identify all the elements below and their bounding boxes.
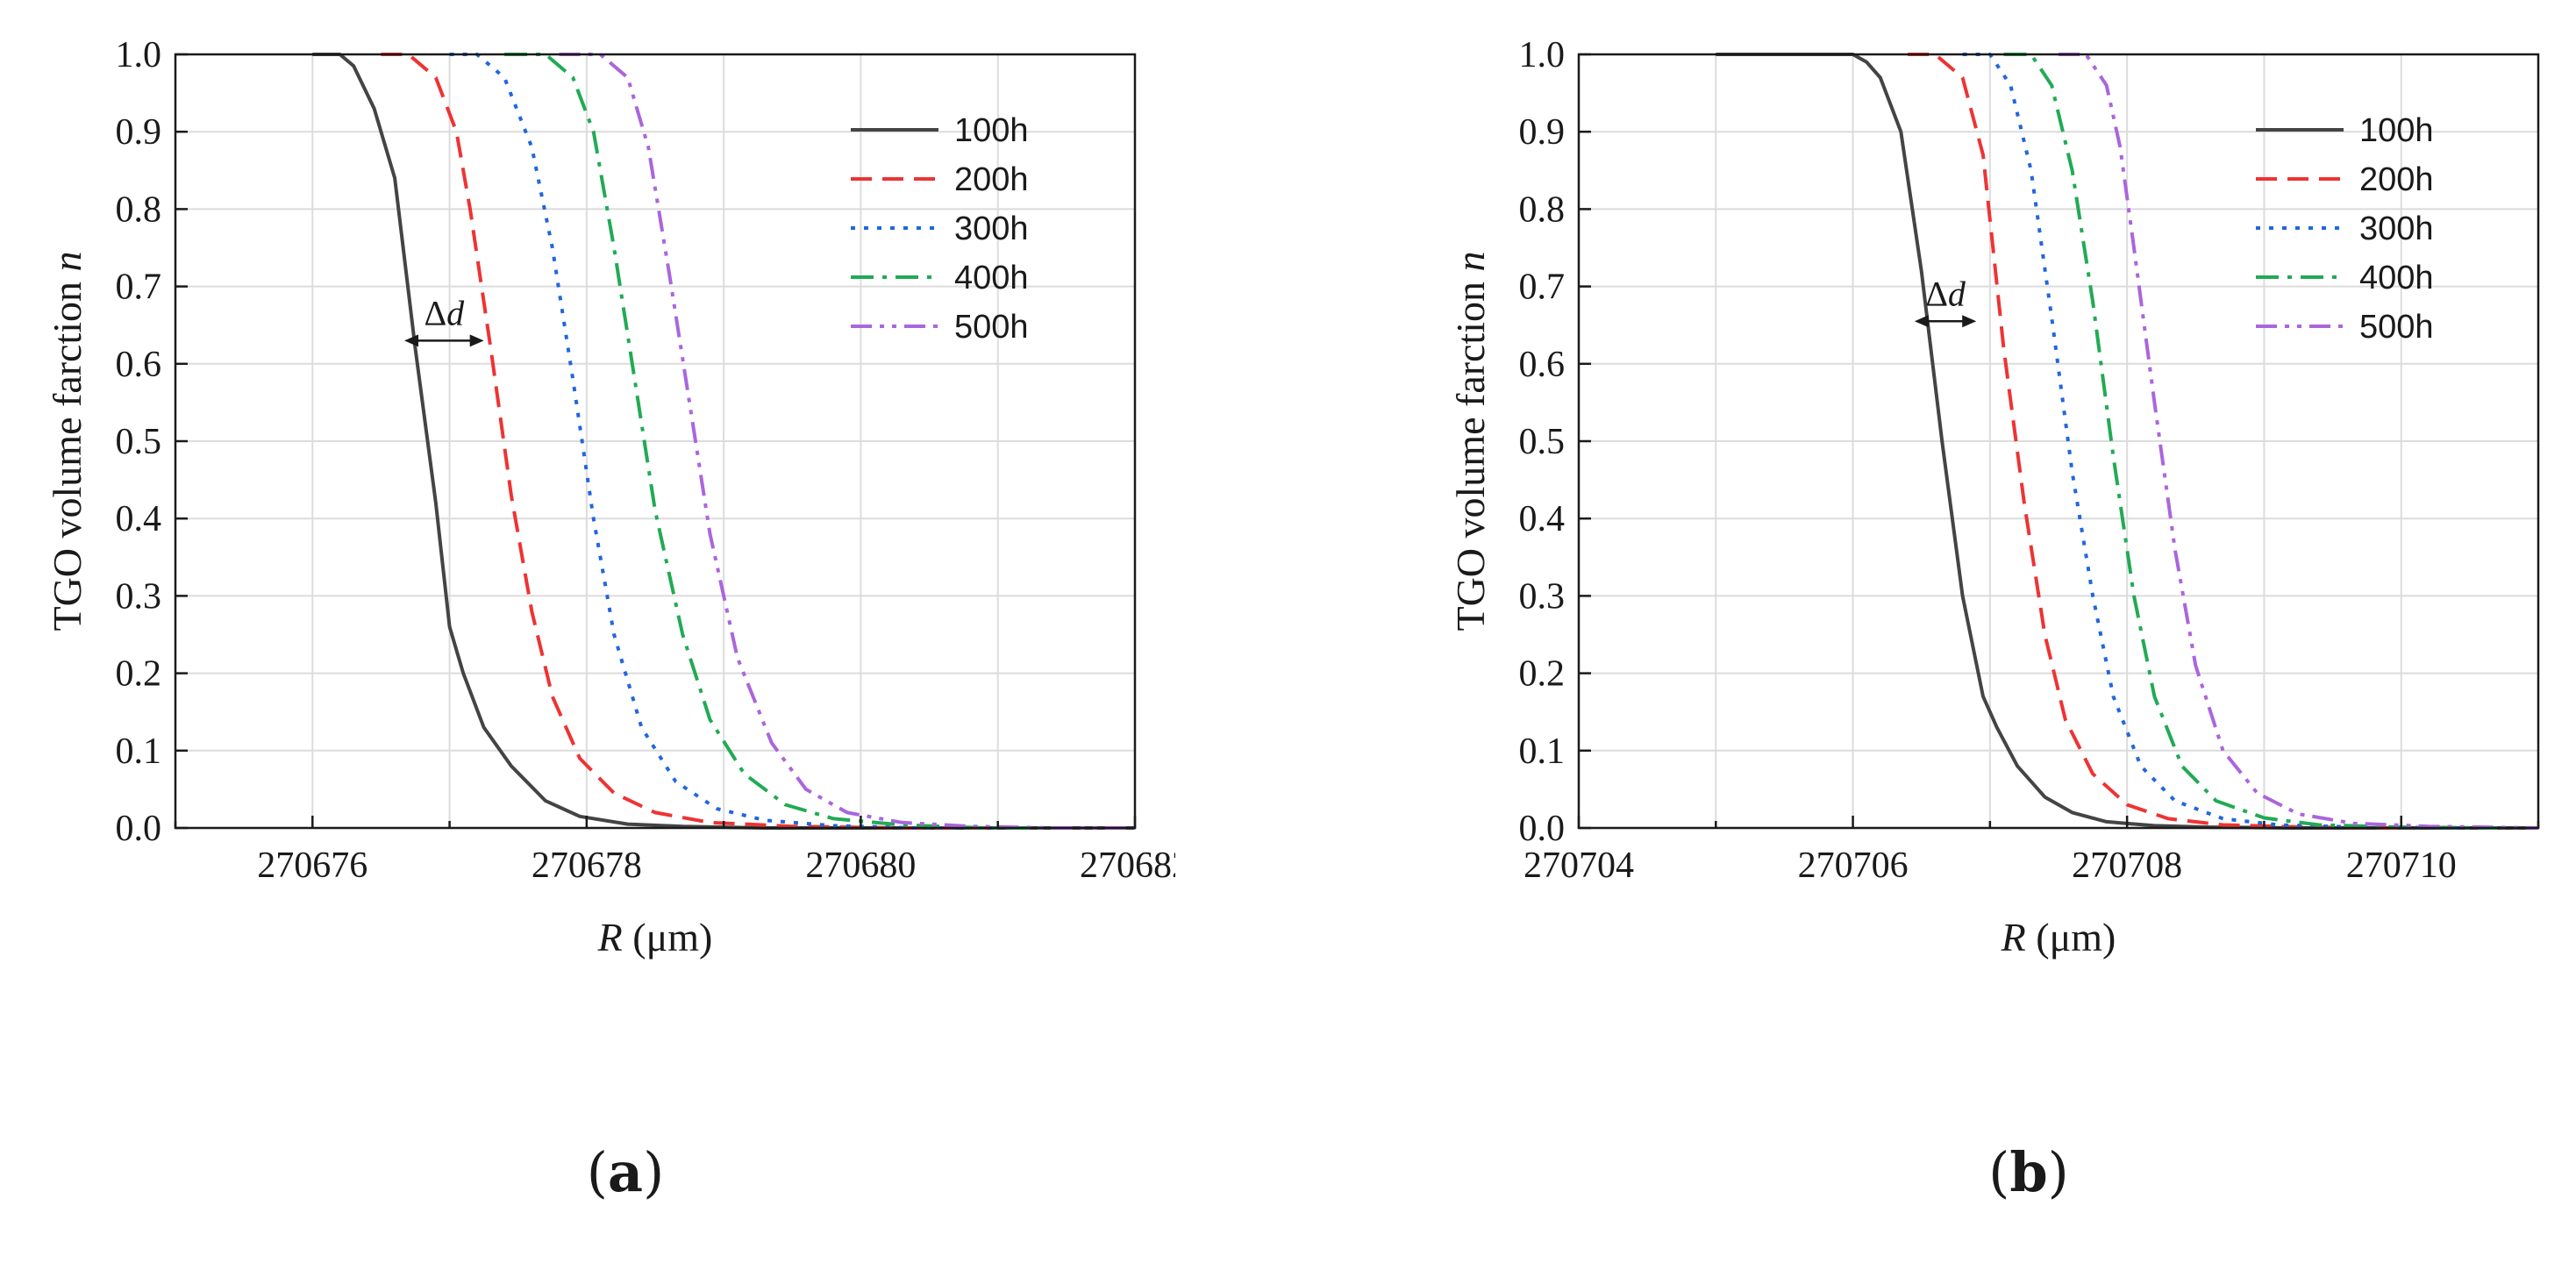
panel-a-legend-label-400h: 400h (954, 260, 1029, 296)
panel-b-ytick-label: 0.1 (1519, 731, 1566, 772)
panel-b-delta-d-label: Δd (1925, 274, 1966, 313)
panel-a-ytick-label: 0.6 (116, 345, 162, 385)
panel-a-y-axis-symbol: n (45, 251, 89, 271)
panel-a-x-axis-unit: (μm) (623, 915, 713, 960)
panel-b-ytick-label: 0.0 (1519, 809, 1566, 849)
panel-a-xtick-label: 270682 (1080, 846, 1175, 886)
panel-a-ytick-label: 0.2 (116, 654, 162, 695)
panel-b-x-axis-title: R (μm) (2001, 915, 2116, 960)
panel-a-grid (175, 54, 1135, 828)
panel-b-xtick-label: 270706 (1798, 846, 1909, 886)
panel-b-ytick-label: 0.4 (1519, 499, 1566, 539)
panel-b-series-line-300h (1962, 53, 2470, 830)
panel-a-ytick-label: 0.8 (116, 189, 162, 230)
panel-b-series-line-200h (1908, 53, 2401, 830)
panel-a-delta-d-annotation: Δd (403, 293, 484, 347)
panel-b-xtick-label: 270708 (2072, 846, 2182, 886)
panel-a-delta-d-symbol: Δ (424, 293, 446, 332)
panel-b-delta-d-symbol: Δ (1925, 274, 1948, 313)
panel-b-y-axis-symbol: n (1448, 251, 1493, 271)
panel-a-ytick-label: 1.0 (116, 35, 162, 75)
panel-b-ytick-label: 0.5 (1519, 422, 1566, 462)
panel-a-series-line-400h (504, 53, 1067, 830)
panel-b-y-axis-title: TGO volume farction n (1448, 251, 1493, 631)
panel-caption-b: (b) (1941, 1140, 2116, 1204)
panel-b-xtick-label: 270710 (2346, 846, 2457, 886)
panel-b-ytick-label: 0.7 (1519, 268, 1566, 308)
panel-a-ytick-label: 0.5 (116, 422, 162, 462)
panel-b-delta-d-arrowhead-right (1962, 315, 1977, 328)
panel-b-legend: 100h 200h 300h 400h 500h (2256, 112, 2434, 346)
panel-a-legend-label-300h: 300h (954, 210, 1029, 247)
panel-a-delta-d-label: Δd (424, 293, 465, 332)
panel-b-legend-label-400h: 400h (2359, 260, 2434, 296)
panel-a-legend-label-100h: 100h (954, 112, 1029, 149)
panel-b-x-axis-symbol: R (2001, 915, 2026, 960)
panel-b-ytick-label: 0.8 (1519, 189, 1566, 230)
panel-caption-b-text: (b) (1988, 1140, 2069, 1204)
panel-a-ytick-label: 0.4 (116, 499, 162, 539)
panel-b-ytick-label: 0.9 (1519, 112, 1566, 153)
panel-a-xtick-label: 270676 (257, 846, 367, 886)
panel-a-y-axis-title: TGO volume farction n (45, 251, 89, 631)
panel-a-series-line-200h (381, 53, 998, 830)
panel-a-delta-d-variable: d (446, 293, 465, 332)
panel-b-delta-d-arrowhead-left (1914, 315, 1929, 328)
panel-b-ytick-label: 0.3 (1519, 576, 1566, 617)
chart-panel-b: 0.0 0.1 0.2 0.3 0.4 0.5 0.6 0.7 0.8 0.9 1.0 270704 2… (1448, 35, 2540, 960)
panel-a-legend-label-200h: 200h (954, 161, 1029, 198)
panel-a-series-line-300h (449, 53, 998, 830)
panel-b-ytick-label: 1.0 (1519, 35, 1566, 75)
panel-b-legend-label-100h: 100h (2359, 112, 2434, 149)
panel-b-legend-label-200h: 200h (2359, 161, 2434, 198)
panel-b-x-axis-unit: (μm) (2026, 915, 2116, 960)
panel-a-ytick-label: 0.0 (116, 809, 162, 849)
panel-a-legend-label-500h: 500h (954, 309, 1029, 346)
panel-a-y-axis-label: TGO volume farction (45, 271, 89, 631)
panel-a-legend: 100h 200h 300h 400h 500h (851, 112, 1029, 346)
panel-b-legend-label-300h: 300h (2359, 210, 2434, 247)
panel-caption-a: (a) (538, 1140, 713, 1204)
panel-a-delta-d-arrowhead-left (403, 334, 418, 347)
panel-a-ytick-label: 0.7 (116, 268, 162, 308)
panel-a-delta-d-arrowhead-right (469, 334, 484, 347)
panel-a-xtick-label: 270678 (532, 846, 642, 886)
panel-b-ytick-label: 0.6 (1519, 345, 1566, 385)
panel-b-series-line-500h (2059, 53, 2539, 830)
panel-b-delta-d-annotation: Δd (1914, 274, 1977, 328)
panel-b-legend-label-500h: 500h (2359, 309, 2434, 346)
panel-b-delta-d-variable: d (1948, 274, 1966, 313)
panel-b-y-axis-label: TGO volume farction (1448, 271, 1493, 631)
chart-panel-a: 0.0 0.1 0.2 0.3 0.4 0.5 0.6 0.7 0.8 0.9 1.0 270676 2… (45, 35, 1175, 960)
panel-b-grid (1579, 54, 2538, 828)
panel-a-ytick-label: 0.9 (116, 112, 162, 153)
panel-a-xtick-label: 270680 (805, 846, 916, 886)
panel-a-x-axis-title: R (μm) (597, 915, 713, 960)
panel-a-x-axis-symbol: R (597, 915, 623, 960)
panel-caption-a-text: (a) (586, 1140, 665, 1204)
panel-b-xtick-label: 270704 (1523, 846, 1634, 886)
panel-a-ytick-label: 0.3 (116, 576, 162, 617)
panel-b-ytick-label: 0.2 (1519, 654, 1566, 695)
panel-a-series-line-500h (559, 53, 1135, 830)
panel-b-series-line-400h (2003, 53, 2498, 830)
panel-a-ytick-label: 0.1 (116, 731, 162, 772)
